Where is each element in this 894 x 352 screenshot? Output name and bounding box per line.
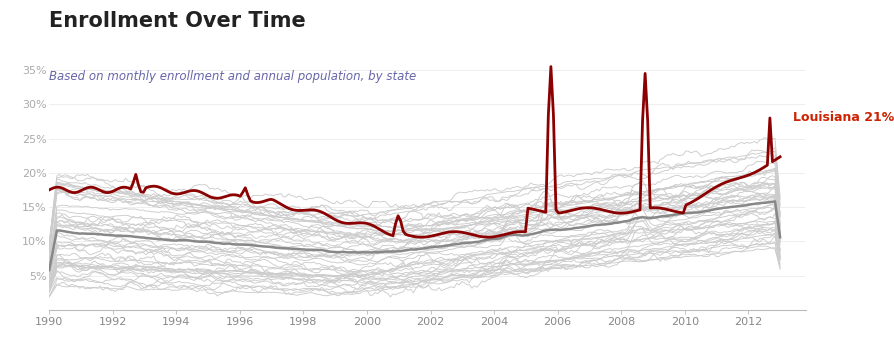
Text: Louisiana 21%: Louisiana 21% [792, 112, 893, 125]
Text: Enrollment Over Time: Enrollment Over Time [49, 11, 306, 31]
Text: Based on monthly enrollment and annual population, by state: Based on monthly enrollment and annual p… [49, 70, 416, 83]
